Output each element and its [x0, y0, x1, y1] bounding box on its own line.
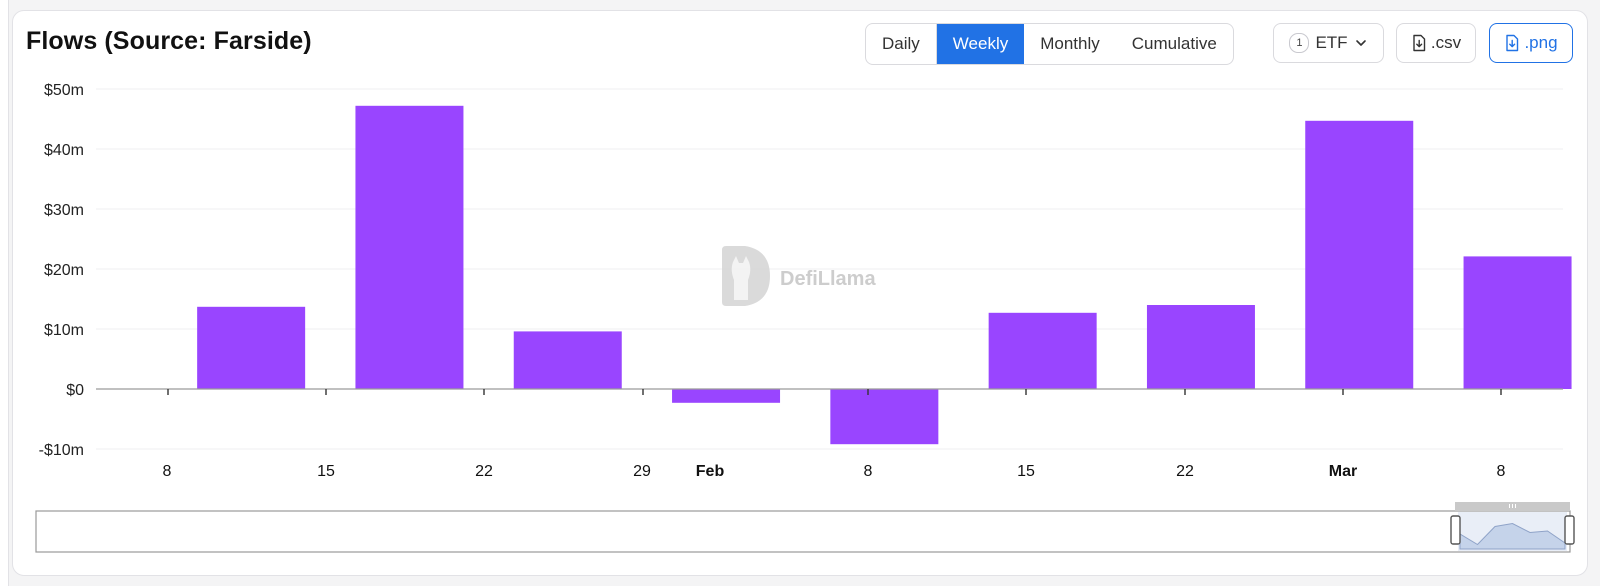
file-download-icon [1413, 34, 1426, 52]
bar-feb-19[interactable] [988, 312, 1097, 389]
etf-count-badge: 1 [1289, 33, 1310, 53]
bar-feb-26[interactable] [1146, 305, 1255, 389]
period-weekly-button[interactable]: Weekly [936, 24, 1025, 64]
x-tick-label: Mar [1329, 463, 1357, 480]
slider-mini-chart [1459, 522, 1566, 550]
x-tick-label: 8 [1497, 463, 1506, 480]
x-tick-label: Feb [696, 463, 725, 480]
x-tick-label: 8 [163, 463, 172, 480]
chart-title: Flows (Source: Farside) [26, 27, 312, 55]
etf-filter-dropdown[interactable]: 1 ETF [1273, 23, 1384, 63]
period-monthly-button[interactable]: Monthly [1040, 34, 1100, 53]
slider-right-handle[interactable] [1564, 515, 1575, 545]
data-zoom-slider[interactable] [35, 502, 1575, 553]
x-tick-label: 22 [475, 463, 493, 480]
y-tick-label: $0 [66, 382, 84, 399]
x-axis-labels: 8 15 22 29 Feb 8 15 22 Mar 8 [163, 463, 1506, 480]
bar-jan-29[interactable] [513, 331, 622, 389]
watermark-text: DefiLlama [780, 268, 876, 290]
download-csv-label: .csv [1430, 33, 1462, 52]
chevron-down-icon [1355, 40, 1366, 46]
y-tick-label: $30m [44, 202, 84, 219]
bar-feb-5[interactable] [672, 389, 781, 403]
download-csv-button[interactable]: .csv [1396, 23, 1476, 63]
y-tick-label: $20m [44, 262, 84, 279]
bar-feb-12[interactable] [830, 389, 939, 445]
x-tick-label: 15 [1017, 463, 1035, 480]
slider-track[interactable] [35, 510, 1571, 553]
x-tick-label: 15 [317, 463, 335, 480]
x-tick-label: 22 [1176, 463, 1194, 480]
x-tick-label: 8 [864, 463, 873, 480]
y-tick-label: $50m [44, 82, 84, 99]
defillama-watermark: DefiLlama [722, 246, 876, 306]
bar-mar-11[interactable] [1463, 256, 1572, 389]
x-tick-label: 29 [633, 463, 651, 480]
bar-jan-22[interactable] [355, 105, 464, 390]
bar-series [197, 105, 1572, 445]
period-daily-button[interactable]: Daily [866, 24, 937, 64]
download-png-label: .png [1524, 33, 1558, 52]
sidebar-edge [0, 0, 9, 586]
bar-jan-15[interactable] [197, 306, 306, 389]
file-download-icon [1506, 34, 1519, 52]
llama-face-icon [731, 256, 751, 300]
slider-left-handle[interactable] [1450, 515, 1461, 545]
download-png-button[interactable]: .png [1489, 23, 1573, 63]
y-axis-labels: -$10m $0 $10m $20m $30m $40m $50m [39, 82, 84, 459]
period-cumulative-button[interactable]: Cumulative [1131, 34, 1217, 53]
grip-icon [1509, 504, 1516, 508]
period-toggle: Daily Weekly Monthly Cumulative [865, 23, 1234, 65]
y-tick-label: $40m [44, 142, 84, 159]
etf-filter-label: ETF [1315, 33, 1348, 52]
y-tick-label: -$10m [39, 442, 84, 459]
bar-mar-4[interactable] [1305, 120, 1414, 390]
y-tick-label: $10m [44, 322, 84, 339]
x-axis [96, 388, 1563, 395]
